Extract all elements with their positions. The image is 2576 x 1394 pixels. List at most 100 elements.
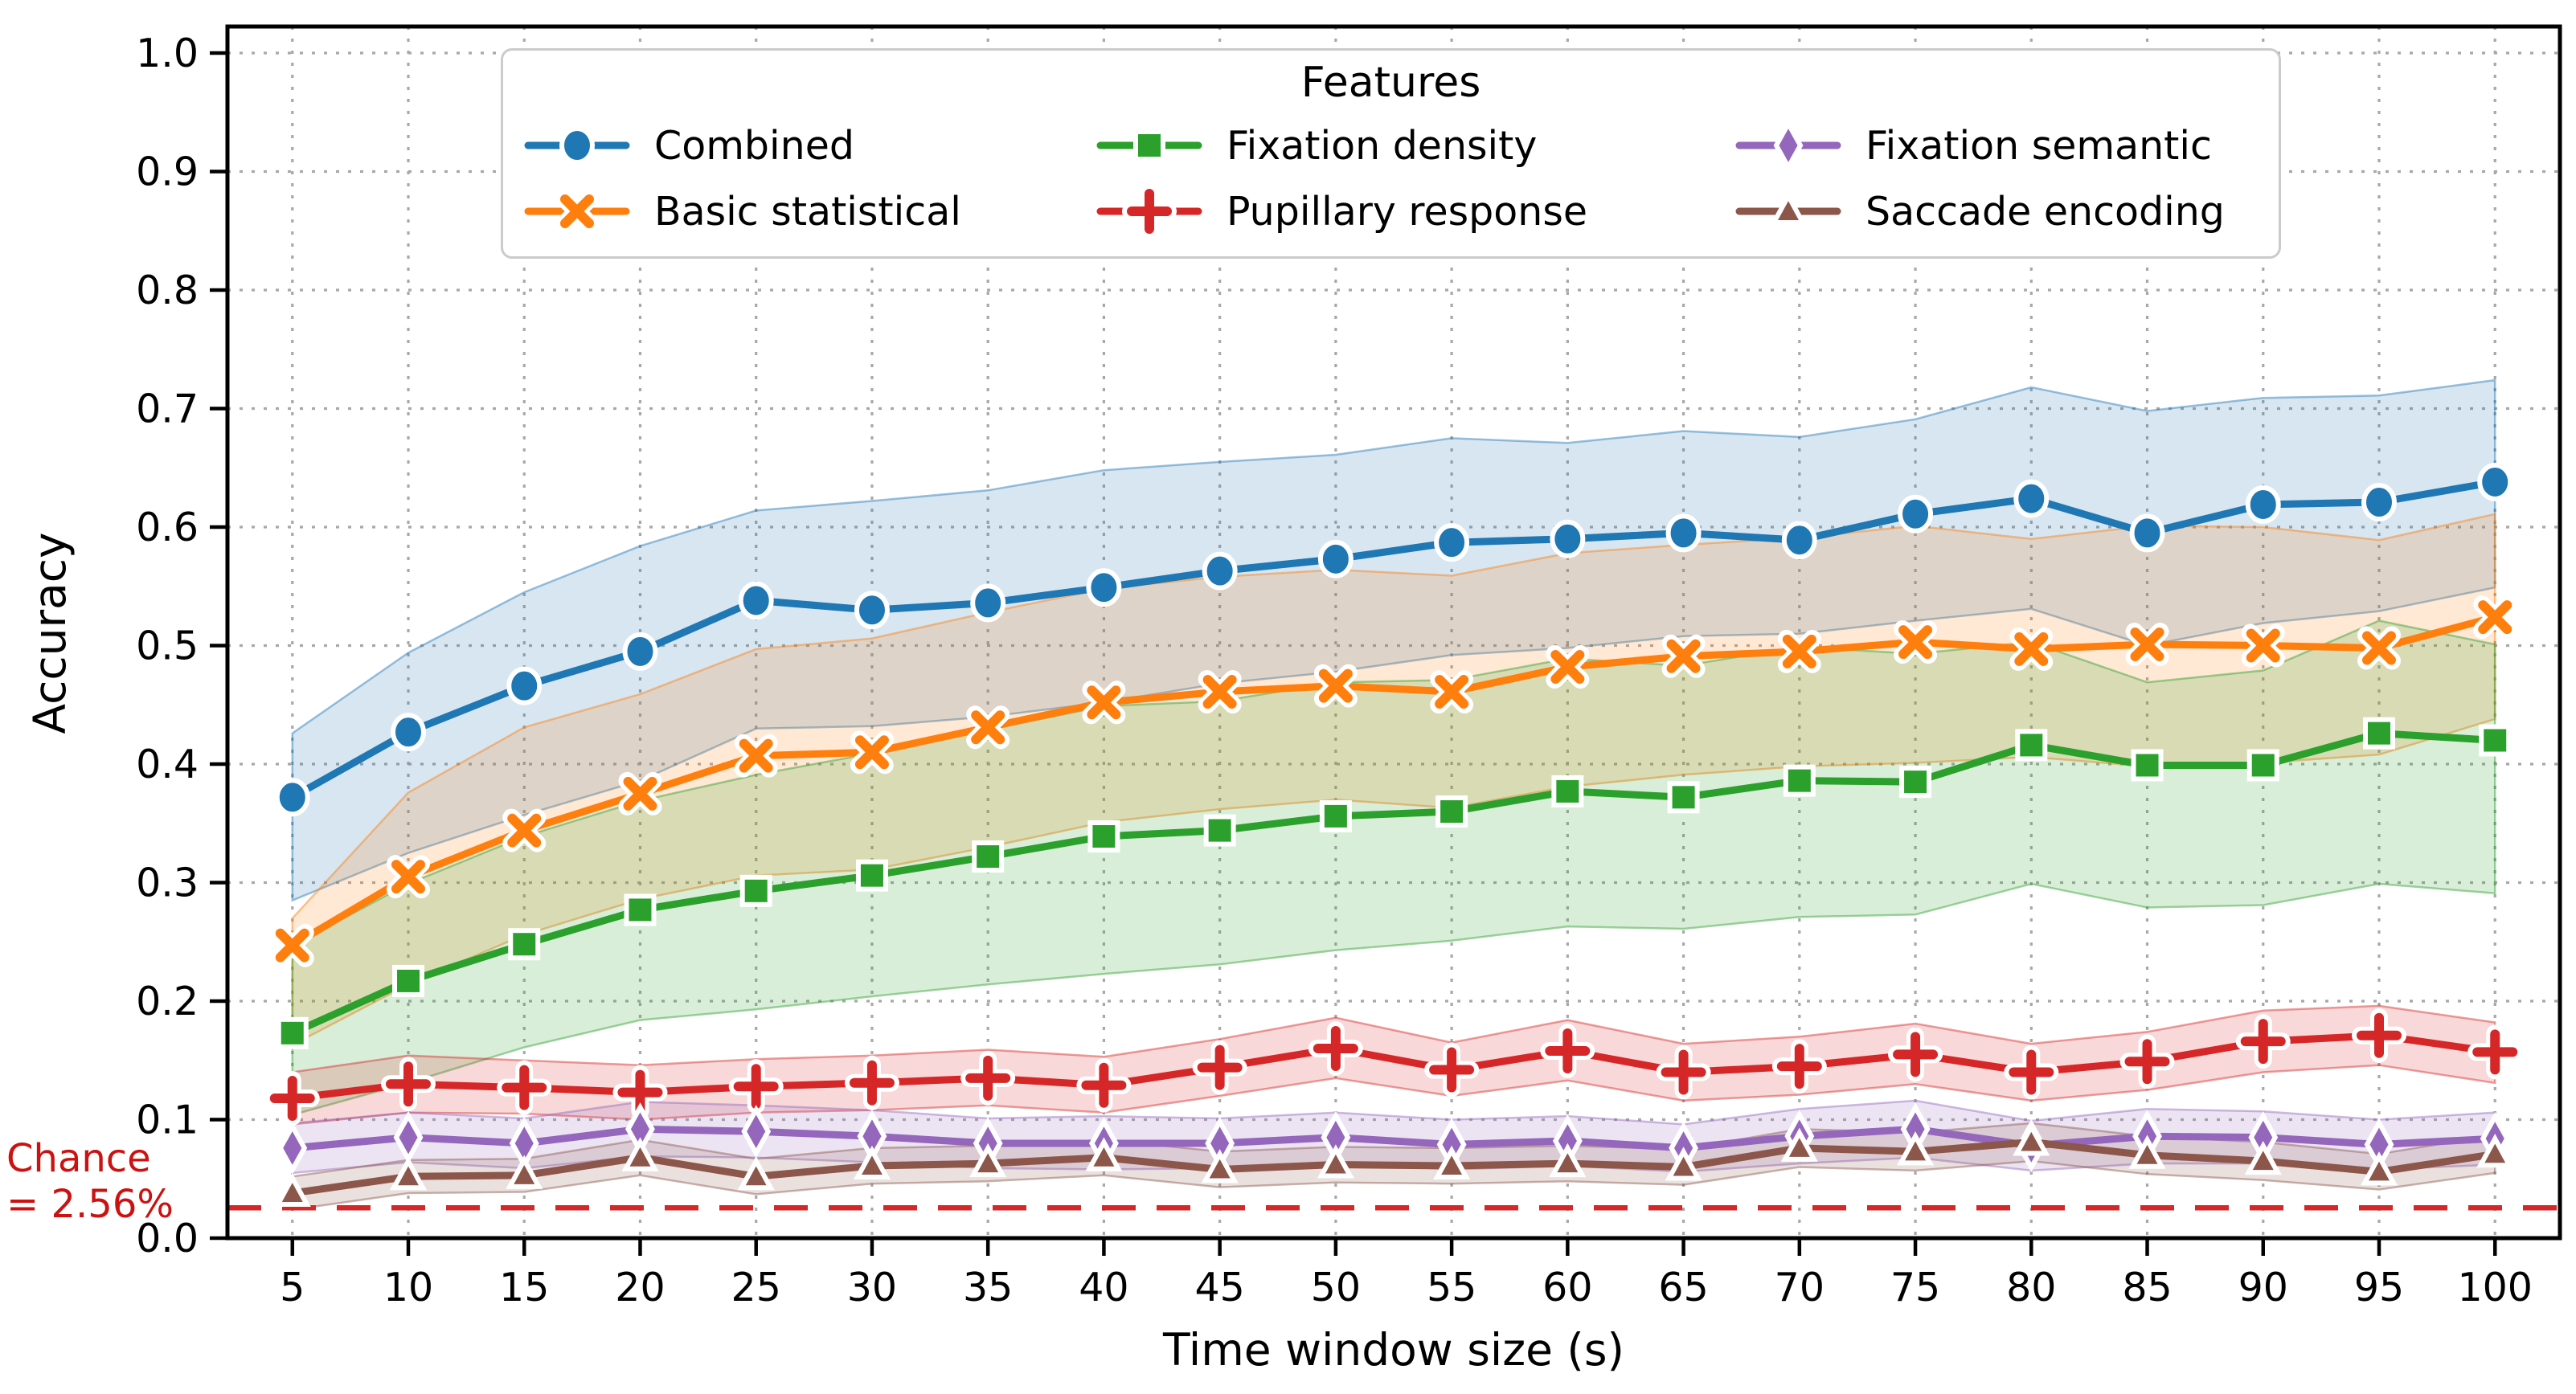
marker-basic-statistical xyxy=(1894,620,1938,664)
marker-saccade-encoding xyxy=(2128,1134,2166,1169)
marker-combined xyxy=(2361,483,2397,522)
marker-basic-statistical xyxy=(502,808,547,852)
marker-pupillary-response xyxy=(1771,1039,1827,1094)
chance-annotation-line2: = 2.56% xyxy=(6,1182,174,1227)
series-basic-statistical xyxy=(270,595,2517,967)
marker-pupillary-response xyxy=(1192,1040,1247,1095)
marker-basic-statistical xyxy=(850,730,894,775)
series-line-basic-statistical xyxy=(289,613,2499,950)
x-tick-label: 45 xyxy=(1194,1265,1244,1310)
legend-entry-pupillary-response[interactable]: Pupillary response xyxy=(1096,182,1735,240)
marker-fixation-semantic xyxy=(277,1121,308,1175)
x-tick-label: 40 xyxy=(1079,1265,1128,1310)
marker-basic-statistical xyxy=(270,923,314,967)
marker-saccade-encoding xyxy=(1201,1149,1239,1183)
legend-marker-glyph xyxy=(555,190,599,233)
series-line-fixation-semantic xyxy=(289,1125,2499,1152)
marker-saccade-encoding xyxy=(737,1156,775,1191)
marker-saccade-encoding xyxy=(273,1172,311,1207)
marker-fixation-density xyxy=(1551,775,1584,807)
x-tick-label: 75 xyxy=(1890,1265,1940,1310)
marker-fixation-density xyxy=(1667,781,1700,814)
marker-combined xyxy=(1665,513,1702,553)
marker-fixation-density xyxy=(508,928,541,961)
marker-pupillary-response xyxy=(2235,1014,2291,1069)
marker-saccade-encoding xyxy=(506,1155,543,1189)
legend-entry-label: Fixation semantic xyxy=(1865,122,2212,169)
legend-entry-label: Basic statistical xyxy=(654,188,961,235)
legend-entry-saccade-encoding[interactable]: Saccade encoding xyxy=(1735,182,2279,240)
legend-entry-combined[interactable]: Combined xyxy=(524,117,1096,174)
legend-grid: Combined Fixation density Fixation seman… xyxy=(503,117,2279,240)
legend-entry-fixation-semantic[interactable]: Fixation semantic xyxy=(1735,117,2279,174)
legend-marker-glyph xyxy=(1133,129,1165,161)
marker-fixation-density xyxy=(739,874,772,907)
plot-border xyxy=(225,24,2562,1241)
marker-combined xyxy=(1434,523,1470,562)
marker-pupillary-response xyxy=(2467,1024,2523,1080)
x-tick-label: 95 xyxy=(2354,1265,2404,1310)
marker-pupillary-response xyxy=(264,1070,320,1126)
marker-fixation-density xyxy=(2479,724,2512,757)
x-tick-label: 55 xyxy=(1427,1265,1476,1310)
marker-fixation-density xyxy=(1319,799,1352,832)
marker-fixation-density xyxy=(1087,820,1120,852)
y-tick-label: 0.3 xyxy=(136,861,199,906)
legend-marker-square-icon xyxy=(1096,129,1202,161)
marker-pupillary-response xyxy=(381,1057,436,1112)
legend-marker-diamond-icon xyxy=(1735,120,1841,171)
legend-entry-label: Pupillary response xyxy=(1227,188,1587,235)
legend-entry-label: Fixation density xyxy=(1227,122,1538,169)
marker-saccade-encoding xyxy=(2244,1140,2282,1175)
marker-pupillary-response xyxy=(1540,1023,1595,1078)
marker-pupillary-response xyxy=(960,1050,1016,1106)
marker-basic-statistical xyxy=(1777,629,1821,673)
x-tick-label: 80 xyxy=(2006,1265,2056,1310)
y-tick-label: 0.7 xyxy=(136,386,199,432)
marker-pupillary-response xyxy=(1888,1027,1943,1082)
marker-combined xyxy=(738,581,774,620)
marker-combined xyxy=(506,666,543,705)
marker-basic-statistical xyxy=(618,771,662,816)
legend-marker-circle-icon xyxy=(524,126,630,165)
marker-fixation-density xyxy=(855,859,888,892)
y-tick-label: 0.1 xyxy=(136,1098,199,1143)
legend-entry-fixation-density[interactable]: Fixation density xyxy=(1096,117,1735,174)
marker-combined xyxy=(970,583,1006,623)
legend-marker-x-icon xyxy=(524,190,630,233)
legend-marker-glyph xyxy=(559,126,595,165)
series-pupillary-response xyxy=(264,1008,2523,1126)
marker-combined xyxy=(2245,484,2281,524)
marker-saccade-encoding xyxy=(389,1156,428,1191)
y-axis-title: Accuracy xyxy=(24,532,76,734)
marker-saccade-encoding xyxy=(621,1137,659,1171)
legend-marker-triangle-icon xyxy=(1735,190,1841,225)
marker-basic-statistical xyxy=(734,734,778,778)
marker-basic-statistical xyxy=(1198,670,1242,714)
axes: 5 10 15 20 25 30 35 40 45 50 55 60 65 70 75 80 85 90 95 100… xyxy=(136,31,2533,1310)
marker-saccade-encoding xyxy=(2360,1151,2398,1186)
legend-marker-glyph xyxy=(1773,120,1804,171)
legend-entry-label: Combined xyxy=(654,122,854,169)
x-tick-label: 25 xyxy=(731,1265,781,1310)
marker-pupillary-response xyxy=(1308,1021,1363,1076)
chance-annotation: Chance = 2.56% xyxy=(6,1136,174,1228)
marker-pupillary-response xyxy=(1424,1042,1480,1098)
x-tick-label: 70 xyxy=(1775,1265,1824,1310)
marker-fixation-density xyxy=(2362,717,2395,750)
marker-basic-statistical xyxy=(1082,681,1126,725)
confidence-band-pupillary-response xyxy=(291,1004,2496,1126)
x-axis-title: Time window size (s) xyxy=(1163,1324,1624,1376)
marker-basic-statistical xyxy=(2241,623,2285,668)
marker-pupillary-response xyxy=(497,1060,552,1115)
series-saccade-encoding xyxy=(273,1122,2514,1207)
marker-fixation-density xyxy=(624,893,657,926)
marker-basic-statistical xyxy=(1430,670,1474,714)
marker-saccade-encoding xyxy=(853,1145,891,1180)
marker-fixation-density xyxy=(392,964,425,997)
legend-entry-basic-statistical[interactable]: Basic statistical xyxy=(524,182,1096,240)
y-tick-label: 0.5 xyxy=(136,623,199,669)
series-line-combined xyxy=(289,478,2499,801)
marker-combined xyxy=(2477,462,2513,501)
marker-saccade-encoding xyxy=(969,1143,1007,1178)
